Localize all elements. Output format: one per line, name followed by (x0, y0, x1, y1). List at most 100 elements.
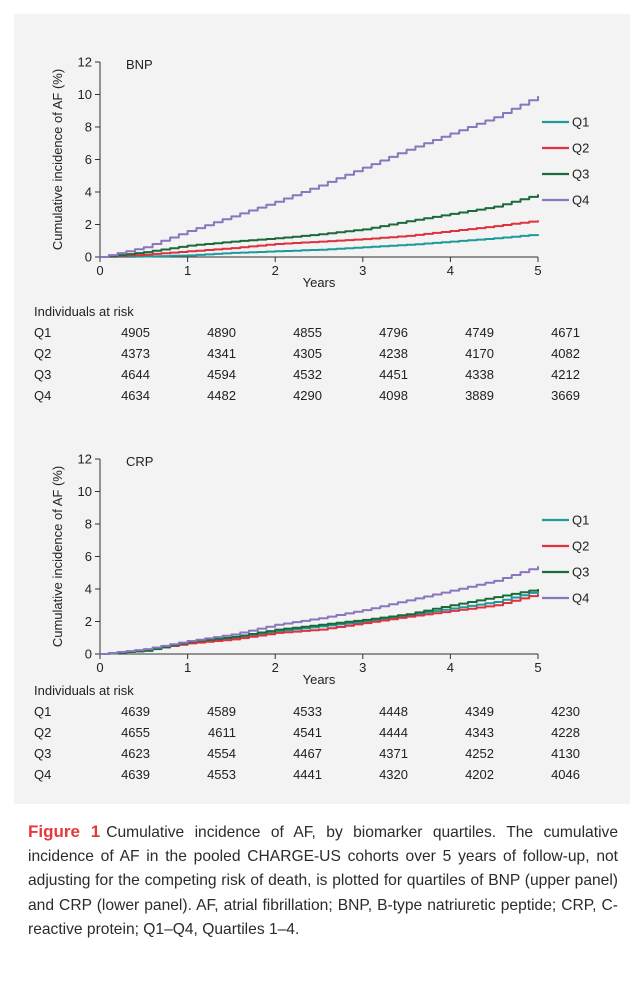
legend-label-q3: Q3 (572, 565, 589, 580)
figure-caption: Figure 1 Cumulative incidence of AF, by b… (28, 820, 618, 942)
series-line-q1 (100, 234, 539, 258)
risk-table-cell: 4448 (379, 704, 408, 719)
x-axis-label: Years (303, 275, 336, 290)
y-tick-label: 8 (85, 517, 92, 532)
y-axis-label: Cumulative incidence of AF (%) (50, 69, 65, 250)
caption-text: Cumulative incidence of AF, by biomarker… (28, 824, 619, 938)
risk-table-cell: 4290 (293, 388, 322, 403)
risk-table-cell: 4671 (551, 325, 580, 340)
risk-table-title: Individuals at risk (34, 683, 134, 698)
risk-table-cell: 4796 (379, 325, 408, 340)
risk-table-cell: 4130 (551, 746, 580, 761)
risk-table-cell: 3669 (551, 388, 580, 403)
risk-table-cell: 4482 (207, 388, 236, 403)
y-tick-label: 10 (78, 87, 92, 102)
risk-table-cell: 4046 (551, 767, 580, 782)
risk-table-cell: 4589 (207, 704, 236, 719)
risk-table-cell: 4594 (207, 367, 236, 382)
y-tick-label: 0 (85, 647, 92, 662)
x-tick-label: 2 (272, 263, 279, 278)
x-tick-label: 1 (184, 263, 191, 278)
risk-table-cell: 4749 (465, 325, 494, 340)
risk-table-cell: 4238 (379, 346, 408, 361)
x-tick-label: 5 (534, 263, 541, 278)
risk-table-cell: 4611 (208, 725, 236, 740)
risk-row-label: Q1 (34, 325, 51, 340)
x-tick-label: 3 (359, 263, 366, 278)
y-tick-label: 6 (85, 152, 92, 167)
y-tick-label: 12 (78, 452, 92, 467)
legend-label-q3: Q3 (572, 167, 589, 182)
risk-table-cell: 4373 (121, 346, 150, 361)
panel-label: CRP (126, 454, 153, 469)
risk-table-cell: 4634 (121, 388, 150, 403)
risk-row-label: Q2 (34, 346, 51, 361)
risk-table-cell: 4890 (207, 325, 236, 340)
risk-table-title: Individuals at risk (34, 304, 134, 319)
legend-label-q1: Q1 (572, 115, 589, 130)
risk-table-cell: 4082 (551, 346, 580, 361)
legend-label-q4: Q4 (572, 591, 589, 606)
risk-row-label: Q2 (34, 725, 51, 740)
x-tick-label: 0 (96, 263, 103, 278)
legend-label-q2: Q2 (572, 539, 589, 554)
x-tick-label: 4 (447, 660, 454, 675)
risk-table-cell: 4320 (379, 767, 408, 782)
risk-table-cell: 4371 (379, 746, 408, 761)
x-tick-label: 2 (272, 660, 279, 675)
figure-label: Figure 1 (28, 822, 101, 841)
risk-row-label: Q1 (34, 704, 51, 719)
risk-table-cell: 4623 (121, 746, 150, 761)
legend-label-q2: Q2 (572, 141, 589, 156)
risk-table-cell: 4305 (293, 346, 322, 361)
x-tick-label: 5 (534, 660, 541, 675)
risk-table-cell: 4098 (379, 388, 408, 403)
risk-table-cell: 4467 (293, 746, 322, 761)
risk-table-cell: 4228 (551, 725, 580, 740)
risk-table-cell: 4338 (465, 367, 494, 382)
risk-table-cell: 4341 (207, 346, 236, 361)
x-tick-label: 1 (184, 660, 191, 675)
risk-table-cell: 4170 (465, 346, 494, 361)
risk-table-cell: 4554 (207, 746, 236, 761)
risk-table-cell: 3889 (465, 388, 494, 403)
risk-table-cell: 4644 (121, 367, 150, 382)
risk-table-cell: 4553 (207, 767, 236, 782)
y-tick-label: 10 (78, 484, 92, 499)
risk-table-cell: 4441 (293, 767, 322, 782)
risk-table-cell: 4533 (293, 704, 322, 719)
x-tick-label: 3 (359, 660, 366, 675)
y-axis-label: Cumulative incidence of AF (%) (50, 466, 65, 647)
risk-table-cell: 4905 (121, 325, 150, 340)
risk-table-cell: 4541 (293, 725, 322, 740)
risk-table-cell: 4202 (465, 767, 494, 782)
series-line-q2 (100, 220, 539, 258)
risk-table-cell: 4639 (121, 704, 150, 719)
risk-row-label: Q3 (34, 746, 51, 761)
y-tick-label: 2 (85, 614, 92, 629)
risk-table-cell: 4252 (465, 746, 494, 761)
y-tick-label: 4 (85, 582, 92, 597)
risk-table-cell: 4349 (465, 704, 494, 719)
series-line-q3 (100, 589, 539, 655)
risk-table-cell: 4532 (293, 367, 322, 382)
y-tick-label: 4 (85, 185, 92, 200)
y-tick-label: 8 (85, 120, 92, 135)
risk-row-label: Q4 (34, 388, 51, 403)
risk-table-cell: 4343 (465, 725, 494, 740)
y-tick-label: 12 (78, 55, 92, 70)
risk-table-cell: 4444 (379, 725, 408, 740)
series-line-q3 (100, 194, 539, 258)
y-tick-label: 6 (85, 549, 92, 564)
legend-label-q4: Q4 (572, 193, 589, 208)
risk-table-cell: 4855 (293, 325, 322, 340)
risk-table-cell: 4451 (379, 367, 408, 382)
y-tick-label: 0 (85, 250, 92, 265)
risk-row-label: Q4 (34, 767, 51, 782)
risk-table-cell: 4655 (121, 725, 150, 740)
risk-table-cell: 4230 (551, 704, 580, 719)
figure-panel: 0 2 4 6 8 10 12 0 1 2 3 4 5 Years Cumulative incidence… (14, 14, 630, 804)
x-tick-label: 4 (447, 263, 454, 278)
risk-table-cell: 4639 (121, 767, 150, 782)
